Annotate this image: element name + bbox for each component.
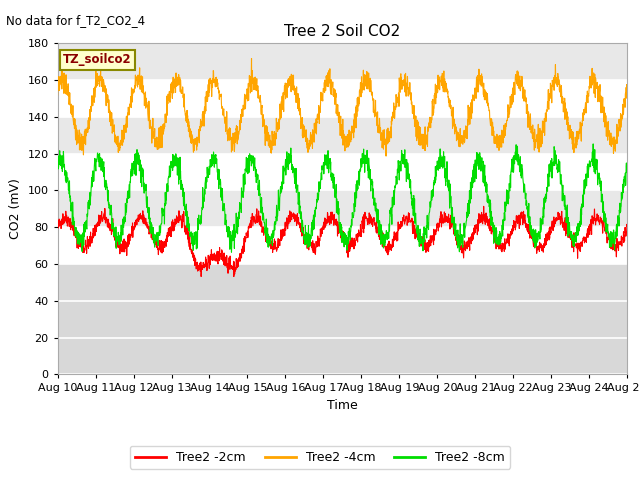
Text: No data for f_T2_CO2_4: No data for f_T2_CO2_4	[6, 14, 145, 27]
Bar	[58, 264, 627, 374]
Bar	[58, 227, 627, 264]
Bar	[58, 191, 627, 227]
Bar	[58, 6, 627, 43]
Bar	[58, 43, 627, 80]
Y-axis label: CO2 (mV): CO2 (mV)	[9, 179, 22, 239]
Text: TZ_soilco2: TZ_soilco2	[63, 53, 132, 66]
Bar	[58, 117, 627, 154]
Bar	[58, 191, 627, 227]
Bar	[58, 117, 627, 154]
Bar	[58, 154, 627, 191]
Bar	[58, 154, 627, 191]
Bar	[58, 227, 627, 264]
Bar	[58, 43, 627, 80]
Bar	[58, 80, 627, 117]
Bar	[58, 301, 627, 337]
X-axis label: Time: Time	[327, 399, 358, 412]
Bar	[58, 337, 627, 374]
Legend: Tree2 -2cm, Tree2 -4cm, Tree2 -8cm: Tree2 -2cm, Tree2 -4cm, Tree2 -8cm	[130, 446, 510, 469]
Title: Tree 2 Soil CO2: Tree 2 Soil CO2	[284, 24, 401, 39]
Bar	[58, 80, 627, 117]
Bar	[58, 264, 627, 301]
